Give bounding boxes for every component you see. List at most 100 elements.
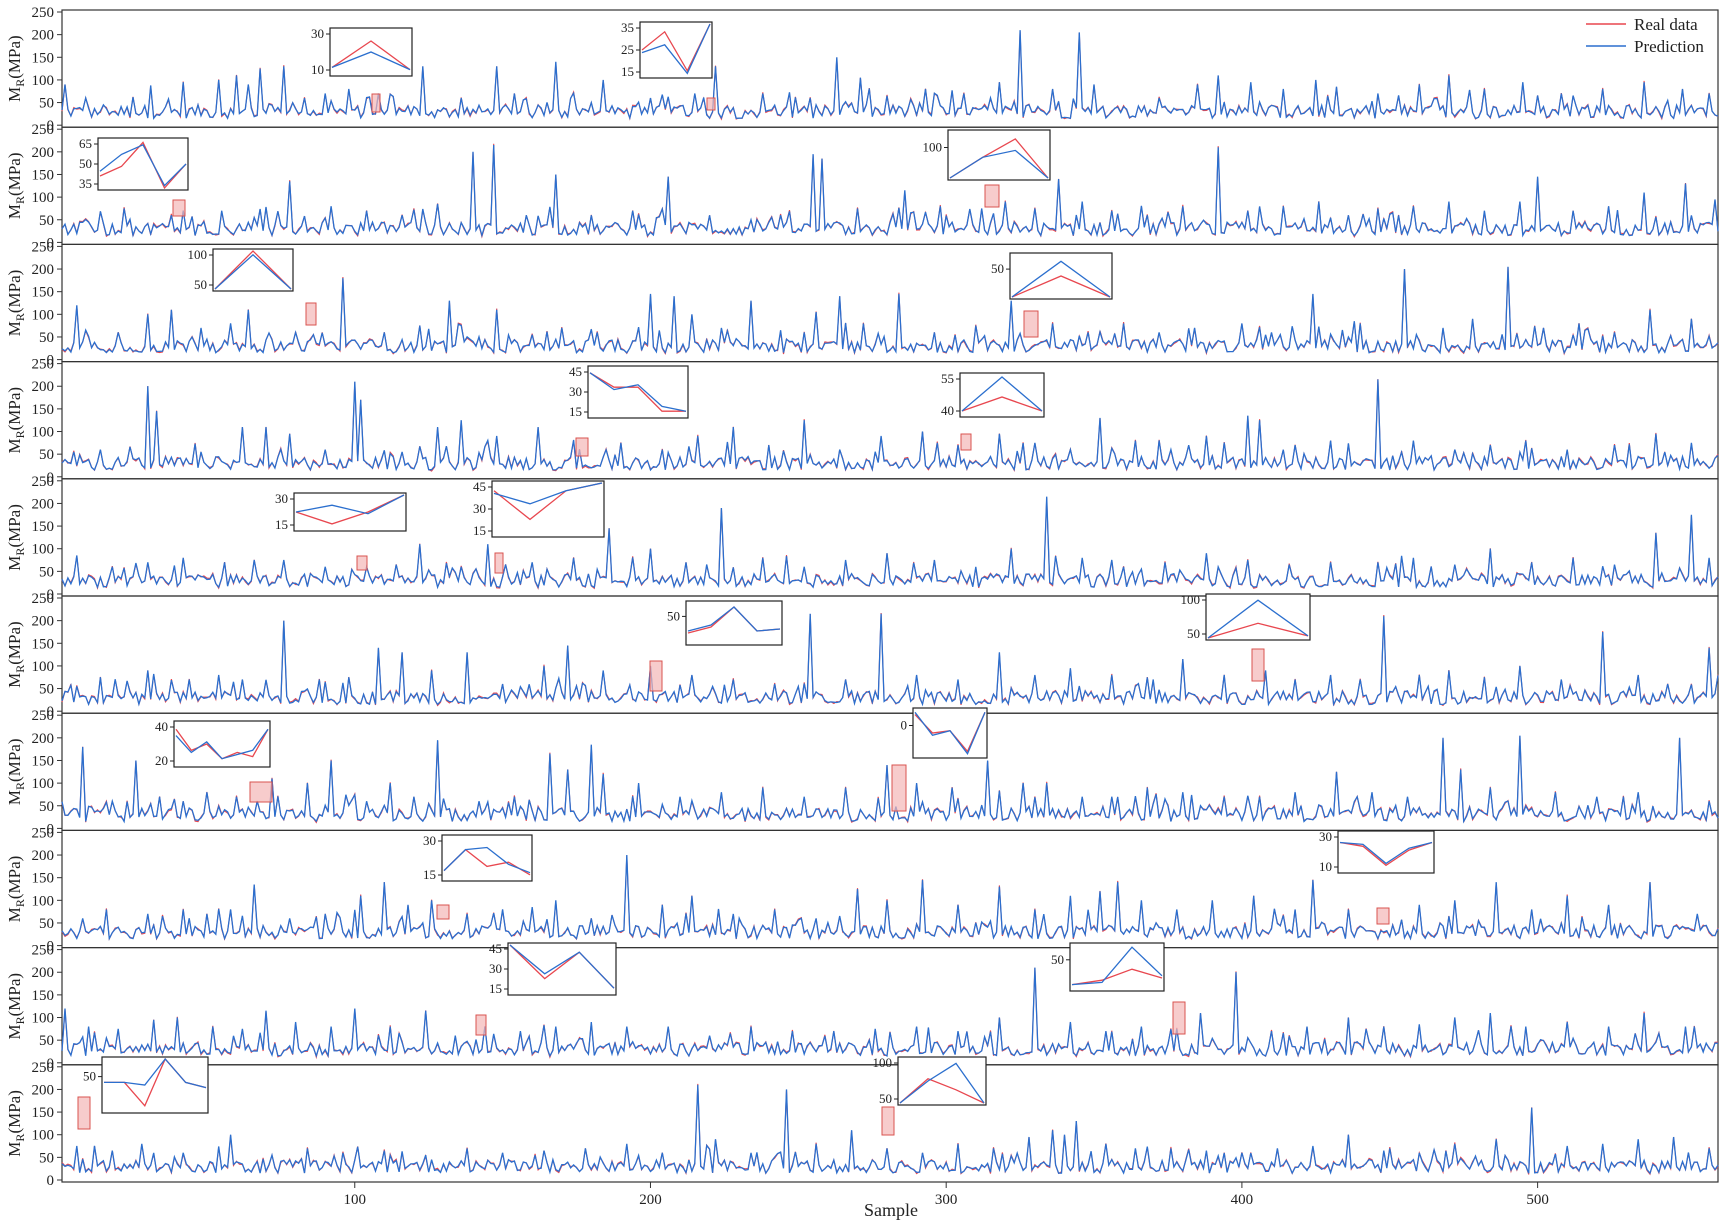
inset-series-prediction <box>1339 841 1433 865</box>
series-prediction <box>61 496 1719 590</box>
inset-8-1: 30 15 <box>423 833 533 920</box>
y-tick-label: 50 <box>39 1033 54 1049</box>
highlight-box <box>305 302 317 326</box>
y-tick-label: 250 <box>32 591 55 607</box>
y-tick-label: 0 <box>47 1173 55 1189</box>
inset-frame <box>441 834 533 882</box>
y-axis-label-unit: (MPa) <box>5 504 24 547</box>
series-prediction <box>61 30 1719 121</box>
y-axis-label-main: M <box>5 321 24 336</box>
panels: 050100150200250MR(MPa)301035251505010015… <box>5 5 1719 1189</box>
inset-frame <box>212 248 294 292</box>
y-tick-label: 150 <box>32 402 55 418</box>
y-axis-label: MR(MPa) <box>5 35 27 102</box>
series-prediction <box>61 379 1719 472</box>
inset-series-real-data <box>899 1078 985 1104</box>
y-tick-label: 100 <box>32 1011 55 1027</box>
y-tick-label: 0 <box>47 353 55 369</box>
panel-8: 0 50 100 150 200 250 MR(MPa) 30 15 30 10 <box>5 825 1719 955</box>
highlight-box <box>891 764 907 812</box>
x-tick-label: 300 <box>935 1192 958 1208</box>
inset-frame <box>912 707 988 759</box>
inset-y-tick-label: 30 <box>489 961 502 976</box>
inset-y-tick-label: 25 <box>621 42 634 57</box>
y-tick-label: 50 <box>39 799 54 815</box>
x-axis: 100 200 300 400 500 <box>344 1182 1549 1208</box>
y-tick-label: 0 <box>47 587 55 603</box>
series-real-data <box>61 379 1719 472</box>
inset-y-tick-label: 15 <box>423 867 436 882</box>
y-axis-label-main: M <box>5 907 24 922</box>
y-tick-label: 200 <box>32 28 55 44</box>
y-axis-label-unit: (MPa) <box>5 1090 24 1133</box>
series-prediction <box>61 854 1719 941</box>
inset-7-2: 0 <box>891 707 988 812</box>
y-tick-label: 200 <box>32 731 55 747</box>
inset-y-tick-label: 10 <box>311 62 324 77</box>
x-tick-label: 500 <box>1526 1192 1549 1208</box>
inset-series-prediction <box>899 1062 985 1104</box>
y-axis-label-sub: R <box>13 196 27 204</box>
inset-frame <box>293 492 407 532</box>
panel-10: 0 50 100 150 200 250 MR(MPa) 50 100 50 <box>5 1055 1719 1189</box>
y-axis-label-unit: (MPa) <box>5 387 24 430</box>
inset-2-1: 65 50 35 <box>79 136 189 217</box>
inset-series-prediction <box>687 606 781 632</box>
y-axis-label-sub: R <box>13 899 27 907</box>
inset-y-tick-label: 100 <box>923 140 943 155</box>
panel-6: 0 50 100 150 200 250 MR(MPa) 50 100 50 <box>5 591 1719 720</box>
y-tick-label: 50 <box>39 1150 54 1166</box>
y-tick-label: 200 <box>32 848 55 864</box>
inset-frame <box>101 1056 209 1114</box>
highlight-box <box>1251 648 1265 682</box>
y-axis-label-unit: (MPa) <box>5 153 24 196</box>
highlight-box <box>706 97 716 111</box>
highlight-box <box>77 1096 91 1130</box>
inset-series-real-data <box>589 372 686 412</box>
y-tick-label: 250 <box>32 474 55 490</box>
series-prediction <box>61 967 1718 1058</box>
y-tick-label: 250 <box>32 943 55 959</box>
inset-3-1: 100 50 <box>188 247 317 326</box>
y-tick-label: 50 <box>39 213 54 229</box>
inset-series-real-data <box>1339 841 1433 867</box>
y-tick-label: 0 <box>47 939 55 955</box>
y-tick-label: 100 <box>32 776 55 792</box>
inset-5-1: 30 15 <box>275 491 407 571</box>
y-axis-label-sub: R <box>13 79 27 87</box>
inset-y-tick-label: 15 <box>621 64 634 79</box>
y-tick-label: 100 <box>32 542 55 558</box>
series-prediction <box>61 1084 1719 1175</box>
y-tick-label: 150 <box>32 988 55 1004</box>
x-tick-label: 400 <box>1231 1192 1254 1208</box>
inset-frame <box>959 372 1045 418</box>
inset-series-real-data <box>214 250 292 290</box>
y-tick-label: 100 <box>32 307 55 323</box>
inset-1-1: 30 10 <box>311 26 413 113</box>
inset-10-1: 50 <box>77 1056 209 1130</box>
series-prediction <box>61 735 1719 824</box>
y-tick-label: 50 <box>39 682 54 698</box>
inset-y-tick-label: 100 <box>1181 592 1201 607</box>
y-tick-label: 50 <box>39 564 54 580</box>
y-tick-label: 100 <box>32 73 55 89</box>
y-tick-label: 150 <box>32 636 55 652</box>
inset-y-tick-label: 50 <box>83 1069 96 1084</box>
y-axis-label: MR(MPa) <box>5 739 27 806</box>
inset-y-tick-label: 35 <box>621 20 634 35</box>
inset-series-prediction <box>1207 599 1309 639</box>
y-axis-label-main: M <box>5 87 24 102</box>
inset-y-tick-label: 20 <box>155 753 168 768</box>
inset-series-prediction <box>509 944 615 989</box>
inset-9-2: 50 <box>1051 942 1186 1035</box>
x-axis-label: Sample <box>864 1200 918 1220</box>
panel-5: 0 50 100 150 200 250 MR(MPa) 30 15 45 30 15 <box>5 474 1719 603</box>
y-tick-label: 100 <box>32 425 55 441</box>
inset-series-prediction <box>99 143 187 187</box>
y-axis-label-sub: R <box>13 548 27 556</box>
inset-series-prediction <box>295 494 405 515</box>
inset-y-tick-label: 50 <box>1051 952 1064 967</box>
y-tick-label: 100 <box>32 1128 55 1144</box>
y-axis-label-sub: R <box>13 1134 27 1142</box>
